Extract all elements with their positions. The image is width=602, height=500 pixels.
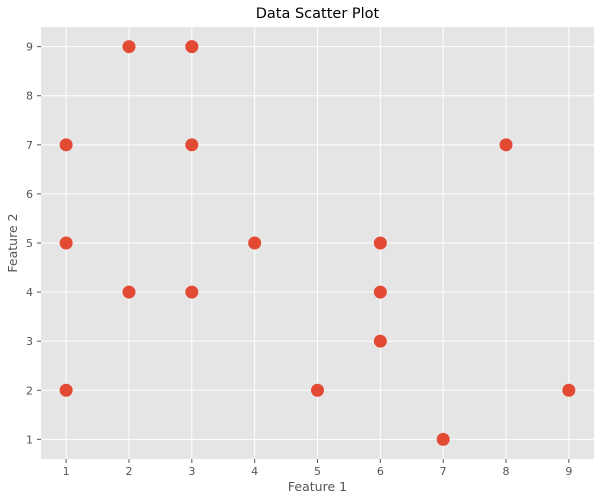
x-tick-label: 7 — [440, 465, 447, 478]
x-tick-label: 8 — [503, 465, 510, 478]
data-points — [59, 40, 576, 446]
axis-ticks: 1 2 3 4 5 6 7 8 9 1 2 3 4 5 6 7 8 9 — [26, 41, 572, 478]
x-tick-label: 1 — [63, 465, 70, 478]
data-point — [185, 285, 199, 299]
y-tick-label: 6 — [26, 188, 33, 201]
data-point — [373, 236, 387, 250]
x-tick-label: 3 — [188, 465, 195, 478]
data-point — [248, 236, 262, 250]
data-point — [59, 236, 73, 250]
y-tick-label: 4 — [26, 286, 33, 299]
y-tick-label: 3 — [26, 335, 33, 348]
x-tick-label: 2 — [125, 465, 132, 478]
data-point — [373, 334, 387, 348]
data-point — [562, 383, 576, 397]
x-axis-label: Feature 1 — [288, 479, 347, 494]
data-point — [311, 383, 324, 397]
y-tick-label: 7 — [26, 139, 33, 152]
data-point — [185, 40, 199, 54]
x-tick-label: 9 — [565, 465, 572, 478]
chart-title: Data Scatter Plot — [256, 6, 380, 22]
data-point — [436, 432, 450, 446]
y-tick-label: 5 — [26, 237, 33, 250]
data-point — [122, 285, 136, 299]
data-point — [59, 383, 73, 397]
y-tick-label: 2 — [26, 384, 33, 397]
data-point — [59, 138, 73, 152]
data-point — [373, 285, 387, 299]
data-point — [499, 138, 513, 152]
data-point — [185, 138, 199, 152]
y-tick-label: 9 — [26, 41, 33, 54]
data-point — [122, 40, 136, 54]
x-tick-label: 6 — [377, 465, 384, 478]
y-tick-label: 8 — [26, 90, 33, 103]
x-tick-label: 4 — [251, 465, 258, 478]
x-tick-label: 5 — [314, 465, 321, 478]
y-axis-label: Feature 2 — [5, 213, 20, 272]
y-tick-label: 1 — [26, 433, 33, 446]
